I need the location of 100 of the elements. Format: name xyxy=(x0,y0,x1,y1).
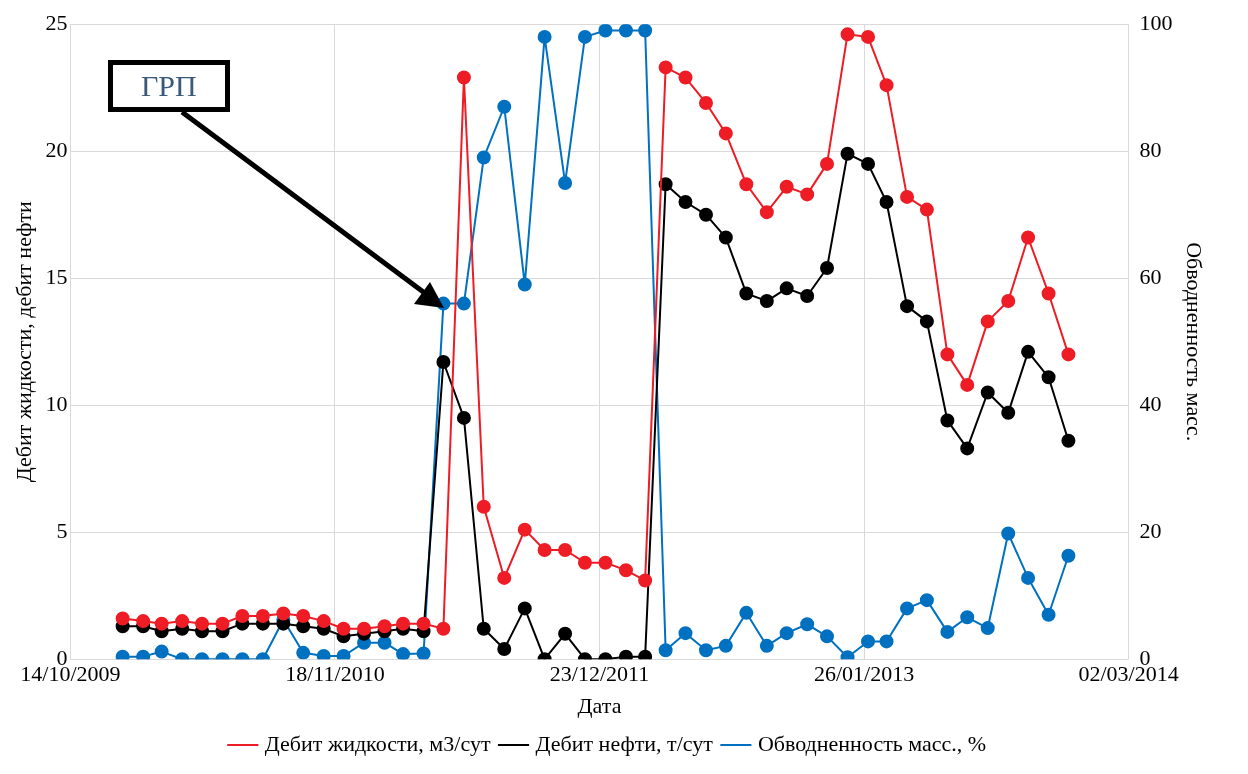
point xyxy=(436,621,451,636)
point xyxy=(879,78,894,93)
point xyxy=(136,614,151,629)
point xyxy=(1041,607,1056,622)
y2-tick-label: 20 xyxy=(1139,517,1162,543)
point xyxy=(980,385,995,400)
point xyxy=(115,611,130,626)
point xyxy=(497,99,512,114)
point xyxy=(960,610,975,625)
x-tick-label: 23/12/2011 xyxy=(549,661,650,687)
point xyxy=(416,646,431,660)
point xyxy=(316,649,331,660)
legend-label: Дебит жидкости, м3/сут xyxy=(264,730,491,756)
point xyxy=(718,126,733,141)
point xyxy=(296,645,311,660)
point xyxy=(759,205,774,220)
point xyxy=(900,601,915,616)
point xyxy=(779,626,794,641)
y-axis-title: Дебит жидкости, дебит нефти xyxy=(10,200,36,483)
point xyxy=(416,616,431,631)
legend-label: Дебит нефти, т/сут xyxy=(535,730,714,756)
point xyxy=(739,286,754,301)
point xyxy=(1021,570,1036,585)
point xyxy=(577,555,592,570)
point xyxy=(840,146,855,161)
point xyxy=(296,609,311,624)
annotation: ГРП xyxy=(108,60,230,112)
point xyxy=(255,609,270,624)
point xyxy=(316,614,331,629)
point xyxy=(718,230,733,245)
legend-label: Обводненность масс., % xyxy=(757,730,987,756)
point xyxy=(800,288,815,303)
point xyxy=(1001,526,1016,541)
point xyxy=(718,638,733,653)
point xyxy=(476,150,491,165)
point xyxy=(396,647,411,660)
point xyxy=(175,614,190,629)
point xyxy=(618,24,633,38)
point xyxy=(336,649,351,660)
point xyxy=(1061,548,1076,563)
point xyxy=(980,314,995,329)
x-axis-title: Дата xyxy=(577,692,622,718)
point xyxy=(861,634,876,649)
point xyxy=(919,202,934,217)
point xyxy=(618,563,633,578)
point xyxy=(517,601,532,616)
point xyxy=(820,629,835,644)
point xyxy=(1041,286,1056,301)
point xyxy=(396,616,411,631)
point xyxy=(598,24,613,38)
point xyxy=(919,593,934,608)
point xyxy=(638,573,653,588)
point xyxy=(215,616,230,631)
y-tick-label: 25 xyxy=(45,9,68,35)
point xyxy=(154,616,169,631)
point xyxy=(537,542,552,557)
point xyxy=(820,156,835,171)
point xyxy=(779,281,794,296)
point xyxy=(517,277,532,292)
y2-axis-title: Обводненность масс. xyxy=(1182,242,1208,442)
point xyxy=(476,621,491,636)
point xyxy=(357,621,372,636)
point xyxy=(759,638,774,653)
point xyxy=(840,27,855,42)
point xyxy=(820,261,835,276)
x-tick-label: 26/01/2013 xyxy=(813,661,915,687)
point xyxy=(779,179,794,194)
point xyxy=(900,189,915,204)
point xyxy=(698,643,713,658)
point xyxy=(1021,230,1036,245)
point xyxy=(919,314,934,329)
point xyxy=(960,377,975,392)
point xyxy=(598,555,613,570)
y-tick-label: 5 xyxy=(56,517,68,543)
point xyxy=(739,605,754,620)
point xyxy=(940,624,955,639)
point xyxy=(115,649,130,660)
point xyxy=(1001,294,1016,309)
point xyxy=(276,606,291,621)
point xyxy=(940,413,955,428)
y2-tick-label: 60 xyxy=(1139,263,1162,289)
y2-tick-label: 80 xyxy=(1139,136,1162,162)
point xyxy=(577,29,592,44)
point xyxy=(1061,347,1076,362)
point xyxy=(377,619,392,634)
point xyxy=(698,207,713,222)
point xyxy=(136,649,151,660)
point xyxy=(1041,370,1056,385)
y-tick-label: 15 xyxy=(45,263,68,289)
point xyxy=(558,542,573,557)
point xyxy=(336,621,351,636)
point xyxy=(456,410,471,425)
point xyxy=(960,441,975,456)
point xyxy=(558,175,573,190)
point xyxy=(879,195,894,209)
point xyxy=(900,299,915,314)
point xyxy=(377,635,392,650)
point xyxy=(739,177,754,192)
point xyxy=(154,644,169,659)
point xyxy=(517,522,532,537)
